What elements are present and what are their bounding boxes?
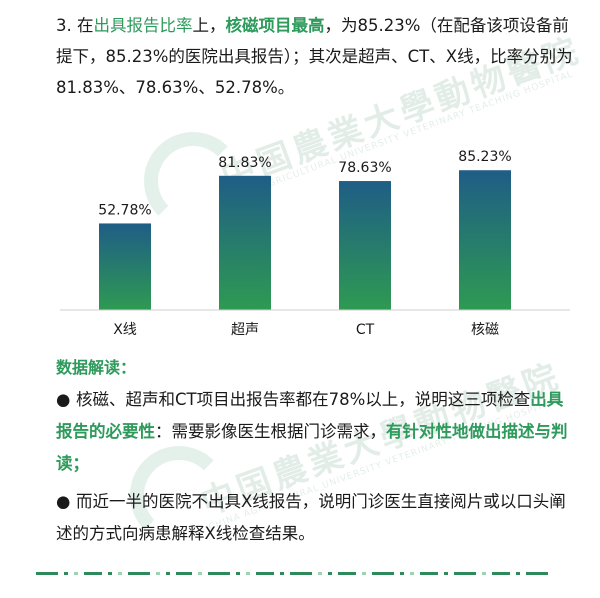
dash-segment-25 [420, 572, 438, 575]
category-label-2: 超声 [231, 322, 259, 338]
dash-segment-29 [492, 572, 510, 575]
bullet-marker-icon: ● [56, 390, 71, 409]
dash-segment-23 [400, 572, 404, 575]
bullet-2-text: 而近一半的医院不出具X线报告，说明门诊医生直接阅片或以口头阐述的方式向病患解释X… [56, 492, 566, 543]
dash-segment-6 [118, 572, 122, 575]
category-label-3: CT [356, 322, 375, 338]
bar-chart: 52.78% X线 81.83% 超声 78.63% CT 85.23% 核磁 [60, 149, 570, 338]
intro-paragraph: 3. 在出具报告比率上，核磁项目最高，为85.23%（在配备该项设备前提下，85… [56, 10, 576, 103]
intro-mid: 上， [192, 16, 226, 35]
bullet-1-highlight-b: 有针对性地做出描述与判读； [56, 422, 568, 473]
bar-value-label-3: 78.63% [338, 160, 391, 176]
dash-segment-21 [362, 572, 366, 575]
dash-segment-10 [176, 572, 192, 575]
dash-segment-1 [36, 572, 58, 575]
bar-3 [339, 181, 391, 310]
dash-segment-8 [156, 572, 160, 575]
dash-segment-27 [454, 572, 476, 575]
dash-segment-24 [410, 572, 414, 575]
bar-value-label-4: 85.23% [458, 149, 511, 165]
dash-segment-2 [64, 572, 68, 575]
dash-segment-31 [526, 572, 548, 575]
dash-segment-13 [236, 572, 240, 575]
bullet-marker-icon: ● [56, 492, 71, 511]
dash-segment-9 [166, 572, 170, 575]
intro-highlight-mri: 核磁项目最高 [225, 16, 325, 35]
category-label-1: X线 [113, 322, 137, 338]
bullet-1-text-a: 核磁、超声和CT项目出报告率都在78%以上，说明这三项检查 [76, 390, 531, 409]
dash-segment-14 [246, 572, 250, 575]
dash-segment-28 [482, 572, 486, 575]
bullet-item-2: ● 而近一半的医院不出具X线报告，说明门诊医生直接阅片或以口头阐述的方式向病患解释… [56, 486, 576, 550]
bar-4 [459, 170, 511, 310]
bullet-1-highlight-a: 出具报告的必要性 [56, 390, 564, 441]
bullet-1-text-b: ：需要影像医生根据门诊需求， [155, 422, 386, 441]
dash-segment-20 [338, 572, 356, 575]
bar-2 [219, 175, 271, 310]
dash-segment-26 [444, 572, 448, 575]
bar-1 [99, 223, 151, 310]
dash-segment-5 [108, 572, 112, 575]
dash-segment-19 [328, 572, 332, 575]
section-title-data-interpretation: 数据解读： [56, 358, 137, 377]
category-label-4: 核磁 [471, 322, 499, 338]
dash-segment-22 [372, 572, 394, 575]
dash-segment-15 [256, 572, 274, 575]
dash-segment-12 [208, 572, 230, 575]
decorative-dash-divider [36, 572, 548, 575]
bar-value-label-1: 52.78% [98, 202, 151, 218]
dash-segment-7 [128, 572, 150, 575]
dash-segment-4 [84, 572, 102, 575]
dash-segment-3 [74, 572, 78, 575]
dash-segment-11 [198, 572, 202, 575]
intro-prefix: 3. 在 [56, 16, 94, 35]
dash-segment-17 [290, 572, 312, 575]
bar-value-label-2: 81.83% [218, 155, 271, 171]
dash-segment-18 [318, 572, 322, 575]
dash-segment-30 [516, 572, 520, 575]
intro-highlight-report-rate: 出具报告比率 [93, 16, 193, 35]
dash-segment-16 [280, 572, 284, 575]
intro-rest: ，为85.23%（在配备该项设备前提下，85.23%的医院出具报告）；其次是超声… [56, 16, 573, 97]
bullet-item-1: ● 核磁、超声和CT项目出报告率都在78%以上，说明这三项检查出具报告的必要性：需… [56, 384, 576, 480]
